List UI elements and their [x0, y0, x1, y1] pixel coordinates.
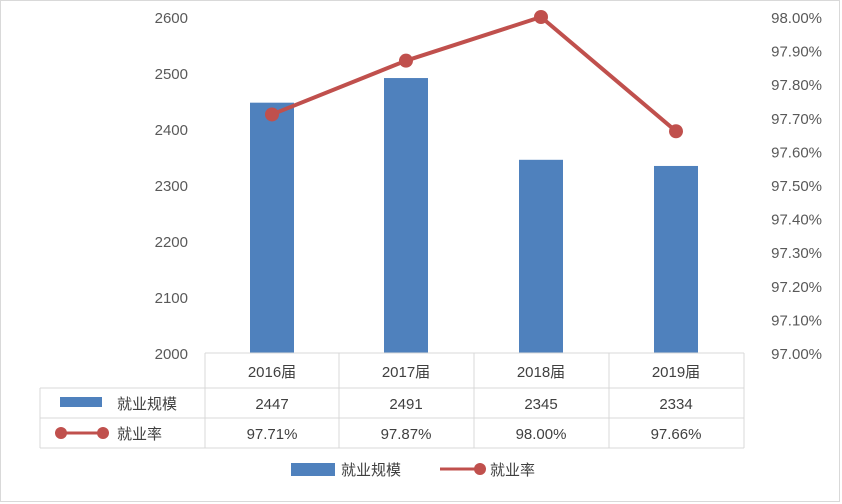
- table-cell-value: 2447: [255, 396, 288, 413]
- rate-point: [534, 10, 548, 24]
- table-cell-value: 97.66%: [651, 426, 702, 443]
- right-tick-label: 98.00%: [771, 10, 822, 27]
- right-tick-label: 97.40%: [771, 212, 822, 229]
- right-tick-label: 97.90%: [771, 44, 822, 61]
- table-line-key-marker: [97, 427, 109, 439]
- bar: [384, 78, 428, 353]
- rate-point: [669, 124, 683, 139]
- table-cell-value: 2345: [524, 396, 557, 413]
- line-series: [265, 10, 683, 139]
- table-cell-value: 98.00%: [516, 426, 567, 443]
- bar: [250, 102, 294, 354]
- right-tick-label: 97.20%: [771, 279, 822, 296]
- table-cell-value: 2491: [389, 396, 422, 413]
- category-label: 2017届: [382, 364, 430, 381]
- left-tick-label: 2500: [155, 66, 188, 83]
- right-tick-label: 97.60%: [771, 144, 822, 161]
- right-tick-label: 97.00%: [771, 346, 822, 363]
- left-axis-ticks: 2000 2100 2200 2300 2400 2500 2600: [155, 10, 188, 363]
- table-row-header: 就业规模: [117, 396, 177, 413]
- legend-label: 就业规模: [341, 462, 401, 479]
- right-tick-label: 97.70%: [771, 111, 822, 128]
- right-tick-label: 97.10%: [771, 312, 822, 329]
- rate-point: [265, 107, 279, 122]
- left-tick-label: 2200: [155, 234, 188, 251]
- legend-bar-swatch: [291, 463, 335, 476]
- table-cell-value: 2334: [659, 396, 692, 413]
- rate-line: [271, 15, 678, 133]
- legend-label: 就业率: [490, 462, 535, 479]
- category-label: 2018届: [517, 364, 565, 381]
- table-cell-value: 97.71%: [247, 426, 298, 443]
- rate-point: [399, 53, 413, 68]
- category-label: 2016届: [248, 364, 296, 381]
- table-row-header: 就业率: [117, 426, 162, 443]
- table-cell-value: 97.87%: [381, 426, 432, 443]
- bar: [654, 165, 698, 353]
- bar-series: [250, 78, 698, 354]
- table-bar-key: [60, 397, 102, 407]
- right-tick-label: 97.50%: [771, 178, 822, 195]
- left-tick-label: 2300: [155, 178, 188, 195]
- right-axis-ticks: 97.00% 97.10% 97.20% 97.30% 97.40% 97.50% 97.6…: [771, 10, 822, 363]
- bar: [519, 159, 563, 353]
- table-line-key-marker: [55, 427, 67, 439]
- category-label: 2019届: [652, 364, 700, 381]
- legend: 就业规模 就业率: [291, 462, 535, 479]
- legend-line-marker: [474, 463, 486, 475]
- left-tick-label: 2400: [155, 122, 188, 139]
- left-tick-label: 2000: [155, 346, 188, 363]
- right-tick-label: 97.30%: [771, 245, 822, 262]
- left-tick-label: 2100: [155, 290, 188, 307]
- right-tick-label: 97.80%: [771, 77, 822, 94]
- left-tick-label: 2600: [155, 10, 188, 27]
